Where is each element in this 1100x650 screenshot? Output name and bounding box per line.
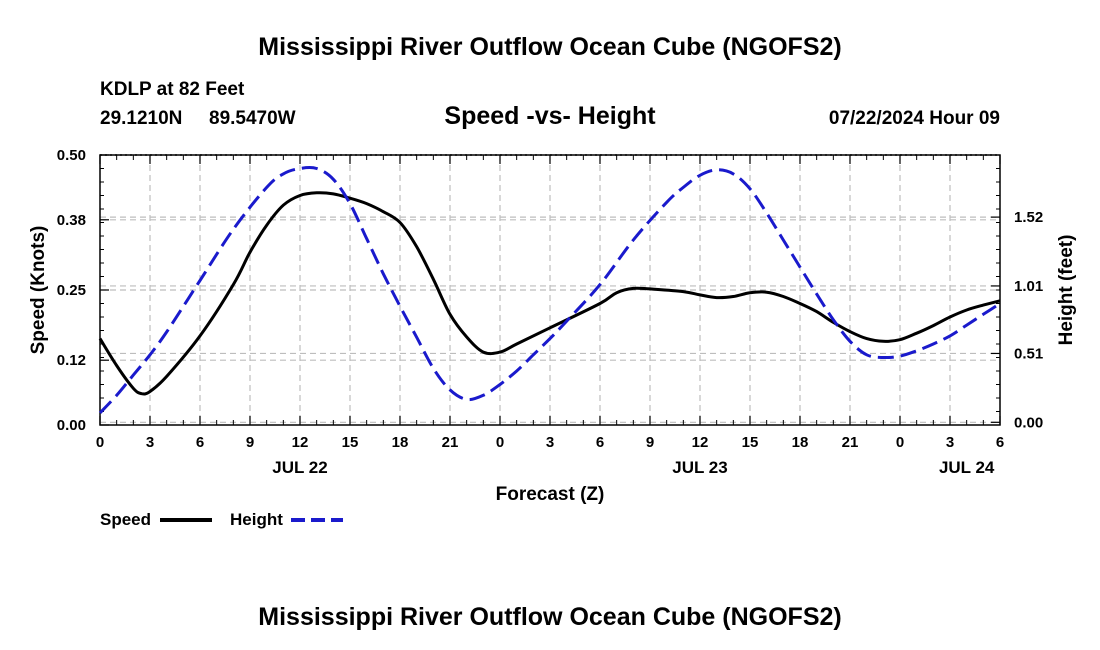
y-right-tick-label: 0.00	[1014, 414, 1043, 431]
x-tick-label: 15	[742, 434, 759, 451]
x-tick-label: 3	[546, 434, 554, 451]
y-right-tick-label: 0.51	[1014, 345, 1043, 362]
legend: Speed Height	[100, 510, 343, 529]
y-left-tick-label: 0.38	[57, 212, 86, 229]
x-tick-label: 9	[246, 434, 254, 451]
x-tick-label: 18	[392, 434, 409, 451]
x-tick-label: 21	[442, 434, 459, 451]
x-tick-label: 6	[996, 434, 1004, 451]
x-axis-title: Forecast (Z)	[496, 484, 605, 505]
data-series	[98, 165, 1001, 414]
date-label: JUL 22	[272, 458, 327, 477]
legend-label-speed: Speed	[100, 510, 151, 529]
x-tick-label: 0	[896, 434, 904, 451]
y-axis-title-right: Height (feet)	[1056, 235, 1077, 346]
y-left-tick-label: 0.12	[57, 352, 86, 369]
forecast-timestamp: 07/22/2024 Hour 09	[829, 108, 1000, 129]
y-left-tick-label: 0.25	[57, 282, 86, 299]
y-right-tick-label: 1.52	[1014, 209, 1043, 226]
station-label: KDLP at 82 Feet	[100, 79, 245, 100]
series-line-speed	[98, 191, 1001, 396]
x-tick-label: 9	[646, 434, 654, 451]
x-tick-label: 0	[96, 434, 104, 451]
date-label: JUL 24	[939, 458, 995, 477]
x-tick-label: 0	[496, 434, 504, 451]
x-tick-label: 12	[692, 434, 709, 451]
grid-lines	[100, 154, 1000, 425]
x-tick-label: 3	[946, 434, 954, 451]
y-right-tick-label: 1.01	[1014, 278, 1043, 295]
longitude-label: 89.5470W	[209, 108, 296, 129]
axis-ticks	[99, 154, 1001, 426]
series-line-height	[98, 165, 1001, 414]
footer-title: Mississippi River Outflow Ocean Cube (NG…	[258, 603, 841, 631]
x-tick-label: 18	[792, 434, 809, 451]
x-tick-label: 3	[146, 434, 154, 451]
x-tick-label: 6	[196, 434, 204, 451]
x-tick-label: 6	[596, 434, 604, 451]
chart-title: Mississippi River Outflow Ocean Cube (NG…	[258, 33, 841, 61]
chart-subtitle: Speed -vs- Height	[444, 102, 656, 130]
y-left-tick-label: 0.00	[57, 417, 86, 434]
y-axis-title-left: Speed (Knots)	[28, 226, 49, 355]
date-label: JUL 23	[672, 458, 727, 477]
y-left-tick-label: 0.50	[57, 147, 86, 164]
plot-frame	[99, 154, 1001, 426]
x-tick-label: 15	[342, 434, 359, 451]
legend-label-height: Height	[230, 510, 283, 529]
x-tick-label: 12	[292, 434, 309, 451]
latitude-label: 29.1210N	[100, 108, 182, 129]
tick-labels: 0 3 6 9 12 15 18 21 0 3 6 9 12 15 18 21 0 3 6 JUL 22 JUL 23 J…	[57, 147, 1043, 477]
x-tick-label: 21	[842, 434, 859, 451]
